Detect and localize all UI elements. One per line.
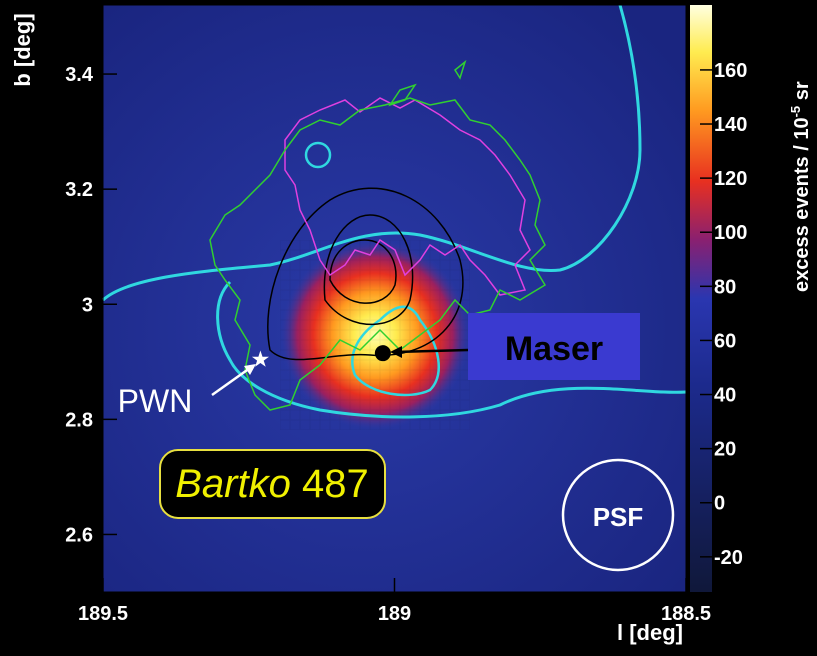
y-tick-label: 3.2 bbox=[65, 179, 93, 201]
psf-label: PSF bbox=[593, 502, 644, 532]
colorbar-label: excess events / 10-5 sr bbox=[788, 81, 813, 292]
y-tick-label: 2.8 bbox=[65, 409, 93, 431]
y-tick-label: 2.6 bbox=[65, 524, 93, 546]
colorbar bbox=[690, 5, 712, 592]
box-label: Bartko 487 bbox=[175, 462, 368, 506]
colorbar-tick-label: 40 bbox=[714, 385, 736, 407]
maser-label: Maser bbox=[505, 330, 603, 368]
colorbar-tick-label: 80 bbox=[714, 276, 736, 298]
colorbar-tick-label: 0 bbox=[714, 493, 725, 515]
colorbar-label-text: excess events / 10 bbox=[791, 117, 813, 292]
colorbar-tick-label: 120 bbox=[714, 168, 747, 190]
colorbar-tick-label: 100 bbox=[714, 222, 747, 244]
colorbar-tick-label: 140 bbox=[714, 114, 747, 136]
x-tick-label: 188.5 bbox=[661, 603, 711, 625]
colorbar-gradient bbox=[690, 5, 712, 592]
colorbar-exponent: -5 bbox=[788, 106, 803, 118]
x-tick-label: 189 bbox=[378, 603, 411, 625]
label-italic: Bartko bbox=[175, 462, 291, 506]
colorbar-tick-label: 60 bbox=[714, 330, 736, 352]
colorbar-tick-label: -20 bbox=[714, 547, 743, 569]
colorbar-unit-text: sr bbox=[791, 81, 813, 100]
label-number: 487 bbox=[302, 462, 369, 506]
y-tick-label: 3 bbox=[82, 294, 93, 316]
y-axis-label: b [deg] bbox=[10, 13, 35, 86]
figure: Maser PWN Bartko 487 PSF b [deg] l [deg]… bbox=[0, 0, 817, 651]
x-tick-label: 189.5 bbox=[78, 603, 128, 625]
colorbar-tick-label: 160 bbox=[714, 60, 747, 82]
maser-marker bbox=[375, 345, 391, 361]
colorbar-tick-label: 20 bbox=[714, 439, 736, 461]
y-tick-label: 3.4 bbox=[65, 64, 94, 86]
pwn-label: PWN bbox=[118, 383, 193, 419]
